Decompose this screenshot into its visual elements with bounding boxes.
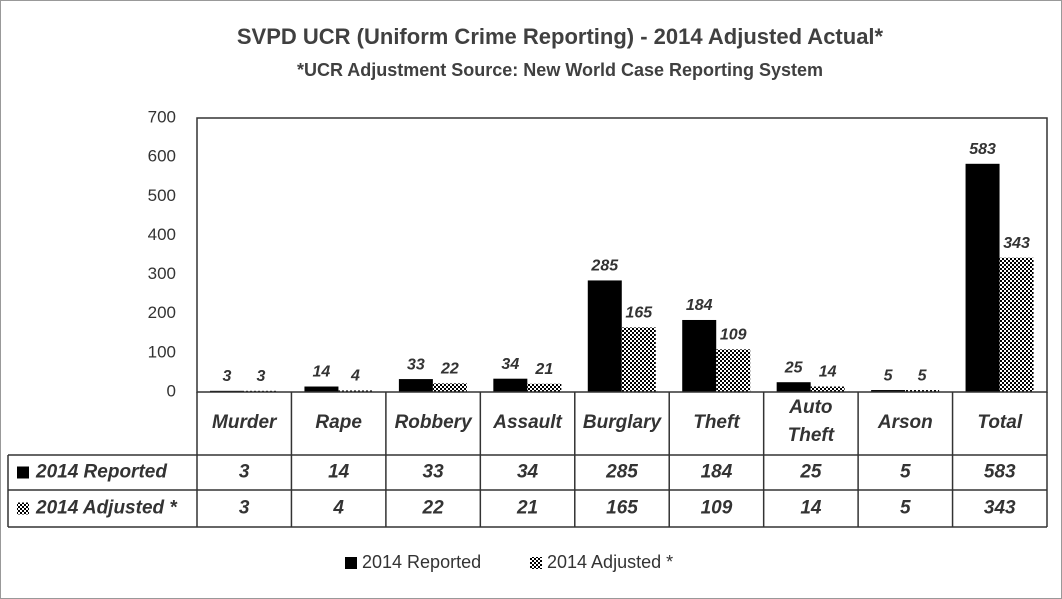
table-cell: 343 [984,498,1016,519]
data-label: 343 [1003,235,1030,252]
data-label: 34 [501,356,519,373]
bar [999,257,1034,392]
table-cell: 21 [516,498,538,519]
table-cell: 25 [799,462,822,483]
bar [716,349,751,392]
data-label: 109 [720,327,747,344]
table-cell: 3 [239,498,250,519]
table-cell: 4 [332,498,344,519]
data-label: 21 [534,361,553,378]
data-label: 5 [918,367,928,384]
table-cell: 109 [701,498,733,519]
legend-key [345,557,357,569]
bar [338,390,373,392]
data-label: 285 [590,258,619,275]
bar [432,383,467,392]
y-tick-label: 200 [148,303,176,322]
x-tick-label: Rape [315,412,362,433]
plot-border [196,117,1048,393]
y-tick-label: 500 [148,186,176,205]
legend-label: 2014 Adjusted * [547,552,673,572]
table-legend-key [17,502,29,515]
bar [621,327,656,392]
data-label: 3 [223,368,232,385]
data-label: 165 [625,305,653,322]
y-tick-label: 300 [148,264,176,283]
data-label: 14 [313,364,331,381]
table-cell: 583 [984,462,1016,483]
bar [493,378,528,392]
table-cell: 34 [517,462,539,483]
x-tick-label: Arson [877,412,933,433]
x-tick-label: Total [977,412,1022,433]
x-tick-label: Assault [492,412,562,433]
bar [682,319,717,392]
legend-label: 2014 Reported [362,552,481,572]
legend-key [530,557,542,569]
table-cell: 14 [328,462,350,483]
table-cell: 22 [422,498,445,519]
x-tick-label: Robbery [395,412,474,433]
table-row-label: 2014 Reported [35,462,167,483]
y-tick-label: 100 [148,342,176,361]
x-tick-label: Burglary [583,412,663,433]
table-cell: 184 [701,462,733,483]
bar [965,163,1000,392]
y-tick-label: 400 [148,225,176,244]
y-tick-label: 700 [148,107,176,126]
table-cell: 5 [900,462,911,483]
y-tick-label: 0 [167,381,176,400]
table-cell: 3 [239,462,250,483]
x-tick-label: Murder [212,412,278,433]
table-legend-key [17,466,29,479]
table-cell: 5 [900,498,911,519]
bar [398,379,433,392]
data-label: 22 [440,361,459,378]
data-label: 583 [969,141,996,158]
data-label: 5 [884,367,894,384]
chart-title: SVPD UCR (Uniform Crime Reporting) - 201… [237,24,884,49]
x-tick-label: Auto Theft [788,397,835,446]
data-label: 33 [407,356,425,373]
bar [776,382,811,392]
table-cell: 285 [605,462,638,483]
y-tick-label: 600 [148,147,176,166]
table-cell: 14 [800,498,822,519]
data-label: 25 [784,359,804,376]
bar [905,390,940,392]
data-label: 4 [350,368,360,385]
bar [304,386,339,392]
table-cell: 165 [606,498,638,519]
table-cell: 33 [423,462,445,483]
data-label: 184 [686,297,713,314]
chart-subtitle: *UCR Adjustment Source: New World Case R… [297,60,823,80]
bar [810,386,845,392]
data-label: 14 [819,364,837,381]
bar [587,280,622,392]
data-label: 3 [257,368,266,385]
bar [871,390,906,392]
bar [527,383,562,392]
x-tick-label: Theft [693,412,740,433]
table-row-label: 2014 Adjusted * [35,498,178,519]
